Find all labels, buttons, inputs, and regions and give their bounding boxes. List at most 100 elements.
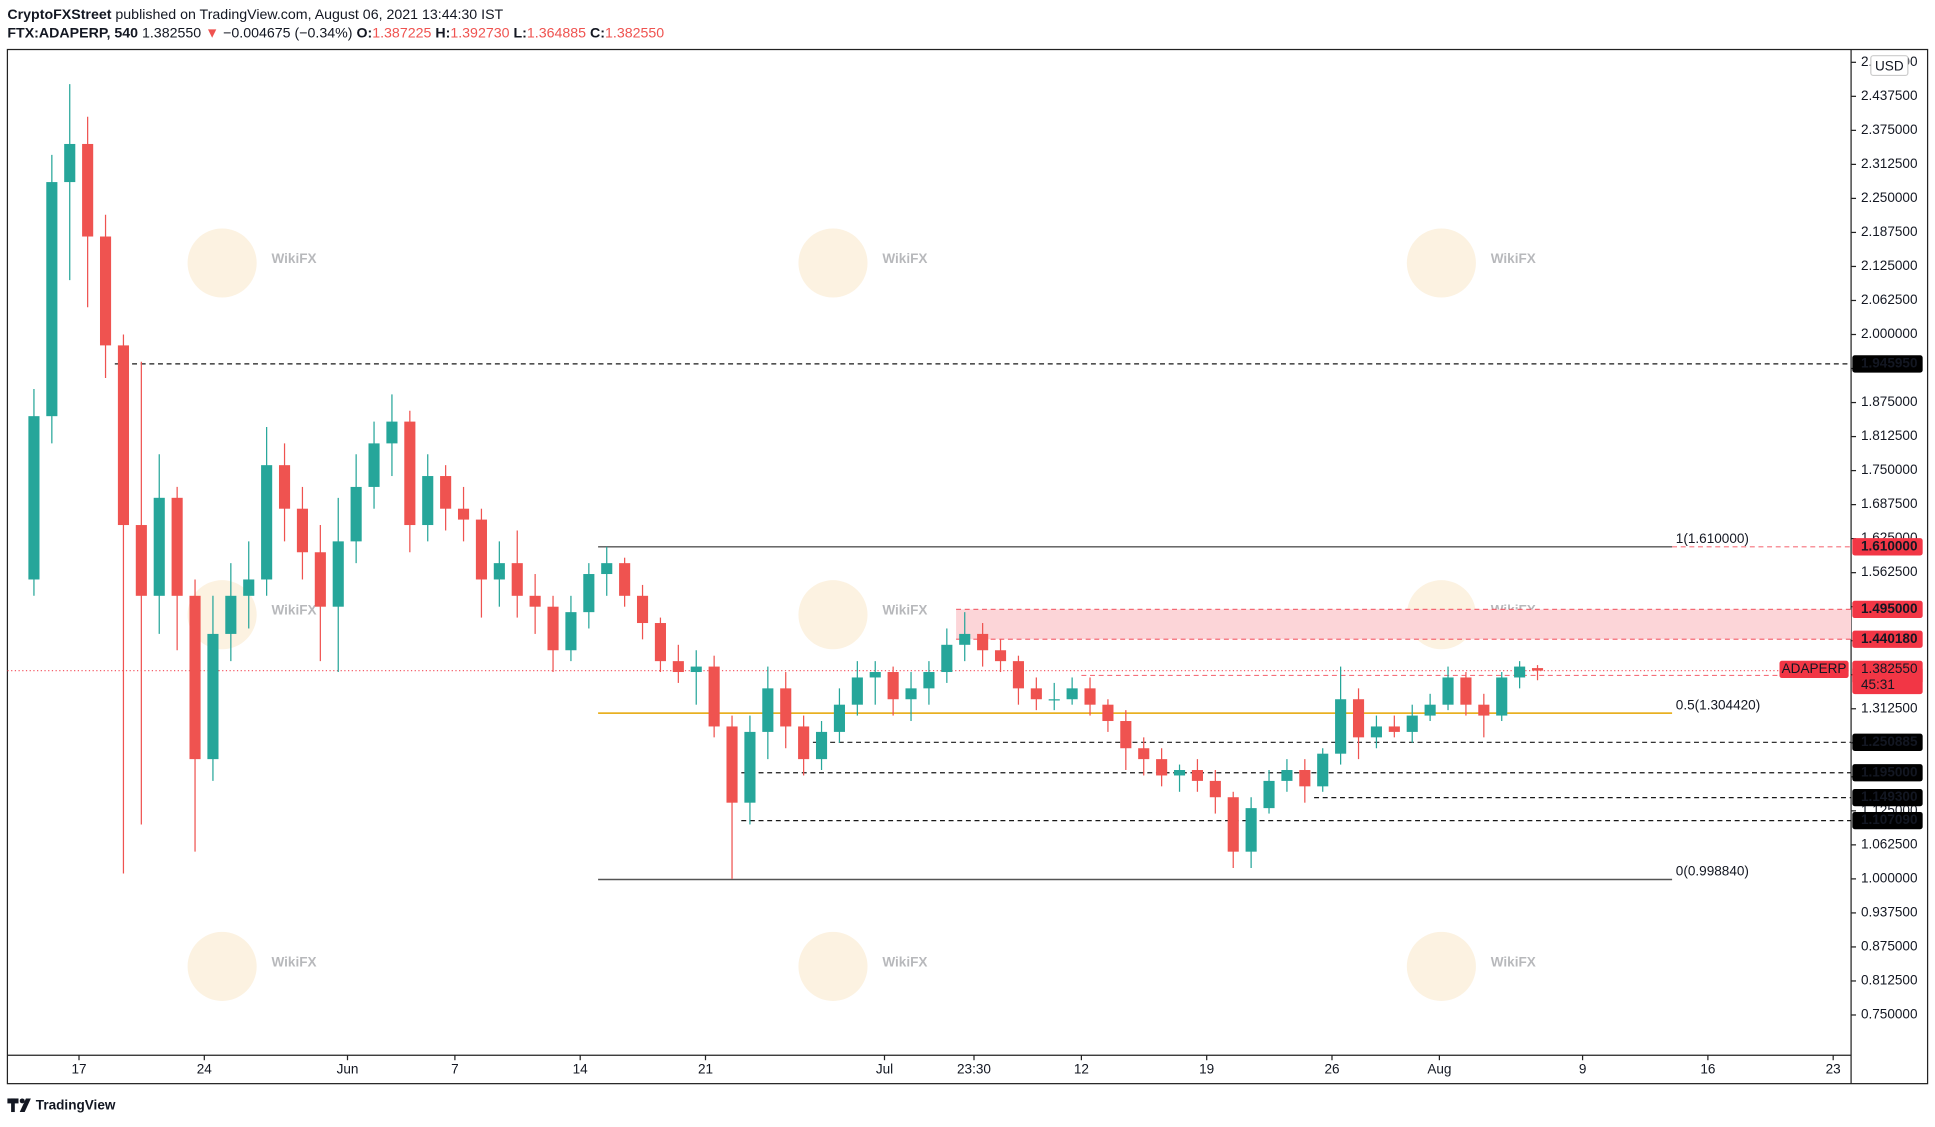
- watermark: WikiFX: [1491, 954, 1536, 969]
- level-tag: [1852, 630, 1923, 648]
- brand: TradingView: [36, 1097, 116, 1112]
- candle-body: [762, 688, 774, 732]
- level-tag: [1852, 733, 1923, 751]
- candle-body: [780, 688, 792, 727]
- x-tick-label: 14: [573, 1062, 589, 1077]
- fib-label: 0(0.998840): [1676, 864, 1749, 879]
- level-tag-label: 1.610000: [1861, 538, 1918, 553]
- candle-body: [815, 731, 828, 760]
- candle-body: [350, 486, 362, 542]
- watermarks: WikiFX WikiFX WikiFX WikiFX WikiFX WikiFX Wiki…: [187, 228, 1536, 1001]
- candle-body: [511, 563, 523, 596]
- watermark-logo: [187, 228, 257, 298]
- o: 1.387225: [372, 25, 431, 41]
- level-tag: [1852, 788, 1923, 807]
- candle-body: [1531, 668, 1544, 671]
- watermark-logo: [1406, 228, 1476, 298]
- candle-body: [1227, 797, 1239, 852]
- level-tag: [1852, 600, 1923, 619]
- candle-body: [1191, 770, 1203, 781]
- candle-body: [368, 443, 380, 487]
- candle-body: [1156, 759, 1168, 776]
- watermark-logo: [798, 931, 868, 1001]
- candle-body: [82, 143, 94, 237]
- x-tick-label: Jun: [337, 1062, 359, 1077]
- x-tick-label: 17: [71, 1062, 86, 1077]
- candle-body: [726, 726, 738, 803]
- countdown: 45:31: [1861, 677, 1895, 692]
- candle-body: [654, 623, 666, 662]
- level-tag: [1852, 538, 1923, 556]
- candle-body: [833, 704, 845, 732]
- x-tick-label: 19: [1199, 1062, 1214, 1077]
- candle-body: [1424, 704, 1436, 716]
- arrow: ▼: [205, 25, 219, 41]
- y-tick-label: 2.062500: [1861, 292, 1918, 307]
- candle-body: [1514, 666, 1526, 678]
- candle-body: [869, 672, 881, 678]
- y-tick-label: 1.000000: [1861, 870, 1918, 885]
- level-tag-label: 1.149300: [1861, 789, 1918, 804]
- currency-box[interactable]: [1870, 55, 1909, 77]
- candle-body: [207, 633, 219, 760]
- candle-body: [1478, 704, 1490, 716]
- y-tick-label: 1.687500: [1861, 496, 1918, 511]
- y-tick-label: 1.562500: [1861, 564, 1918, 579]
- candle-body: [1048, 699, 1060, 701]
- level-tag-label: 1.195000: [1861, 764, 1918, 779]
- candle-body: [422, 476, 434, 526]
- watermark: WikiFX: [271, 251, 316, 266]
- candle-body: [547, 606, 559, 651]
- candle-body: [386, 421, 398, 444]
- last-tag-label: 1.382550: [1861, 661, 1918, 676]
- watermark: WikiFX: [271, 954, 316, 969]
- x-tick-label: 12: [1074, 1062, 1089, 1077]
- currency: USD: [1875, 58, 1904, 73]
- candle-body: [117, 345, 129, 526]
- watermark: WikiFX: [882, 251, 927, 266]
- last-tag-name: ADAPERP: [1782, 661, 1847, 676]
- x-tick-label: 16: [1700, 1062, 1715, 1077]
- candle-body: [261, 465, 273, 580]
- candle-body: [99, 236, 112, 346]
- candle-body: [46, 182, 58, 417]
- last: 1.382550: [142, 25, 201, 41]
- level-tag-label: 1.107090: [1861, 812, 1918, 827]
- y-tick-label: 1.875000: [1861, 394, 1918, 409]
- watermark-logo: [1406, 931, 1476, 1001]
- y-tick-label: 1.062500: [1861, 836, 1918, 851]
- watermark-logo: [187, 931, 257, 1001]
- tradingview-logo: [7, 1098, 31, 1113]
- candle-body: [977, 633, 989, 651]
- x-tick-label: 7: [451, 1062, 459, 1077]
- candle-body: [529, 595, 541, 607]
- candle-body: [994, 650, 1007, 662]
- x-tick-label: Jul: [876, 1062, 893, 1077]
- candle-body: [225, 595, 237, 634]
- o-label: O:: [356, 25, 372, 41]
- candle-body: [135, 525, 147, 596]
- candle-body: [1388, 726, 1400, 732]
- h: 1.392730: [450, 25, 509, 41]
- candle-body: [171, 497, 183, 596]
- candle-body: [1245, 808, 1257, 852]
- candle-body: [1442, 677, 1454, 705]
- candle-body: [601, 563, 613, 575]
- candle-body: [475, 519, 487, 580]
- candle-body: [887, 672, 899, 700]
- y-tick-label: 1.312500: [1861, 700, 1918, 715]
- y-tick-label: 0.875000: [1861, 939, 1918, 954]
- plot: 17 24 Jun 7 14 21 Jul 23:30 12 19 26 Aug 9 16 23 1(1.61…: [7, 84, 1852, 1077]
- candle-body: [64, 143, 76, 183]
- candle-body: [690, 666, 702, 673]
- candle-body: [189, 595, 201, 760]
- candle-body: [278, 465, 291, 509]
- candle-body: [708, 666, 720, 727]
- candle-body: [314, 552, 326, 607]
- candle-body: [798, 726, 810, 760]
- candle-body: [941, 644, 953, 673]
- candle-body: [1335, 699, 1347, 754]
- candle-body: [905, 688, 917, 700]
- c: 1.382550: [605, 25, 664, 41]
